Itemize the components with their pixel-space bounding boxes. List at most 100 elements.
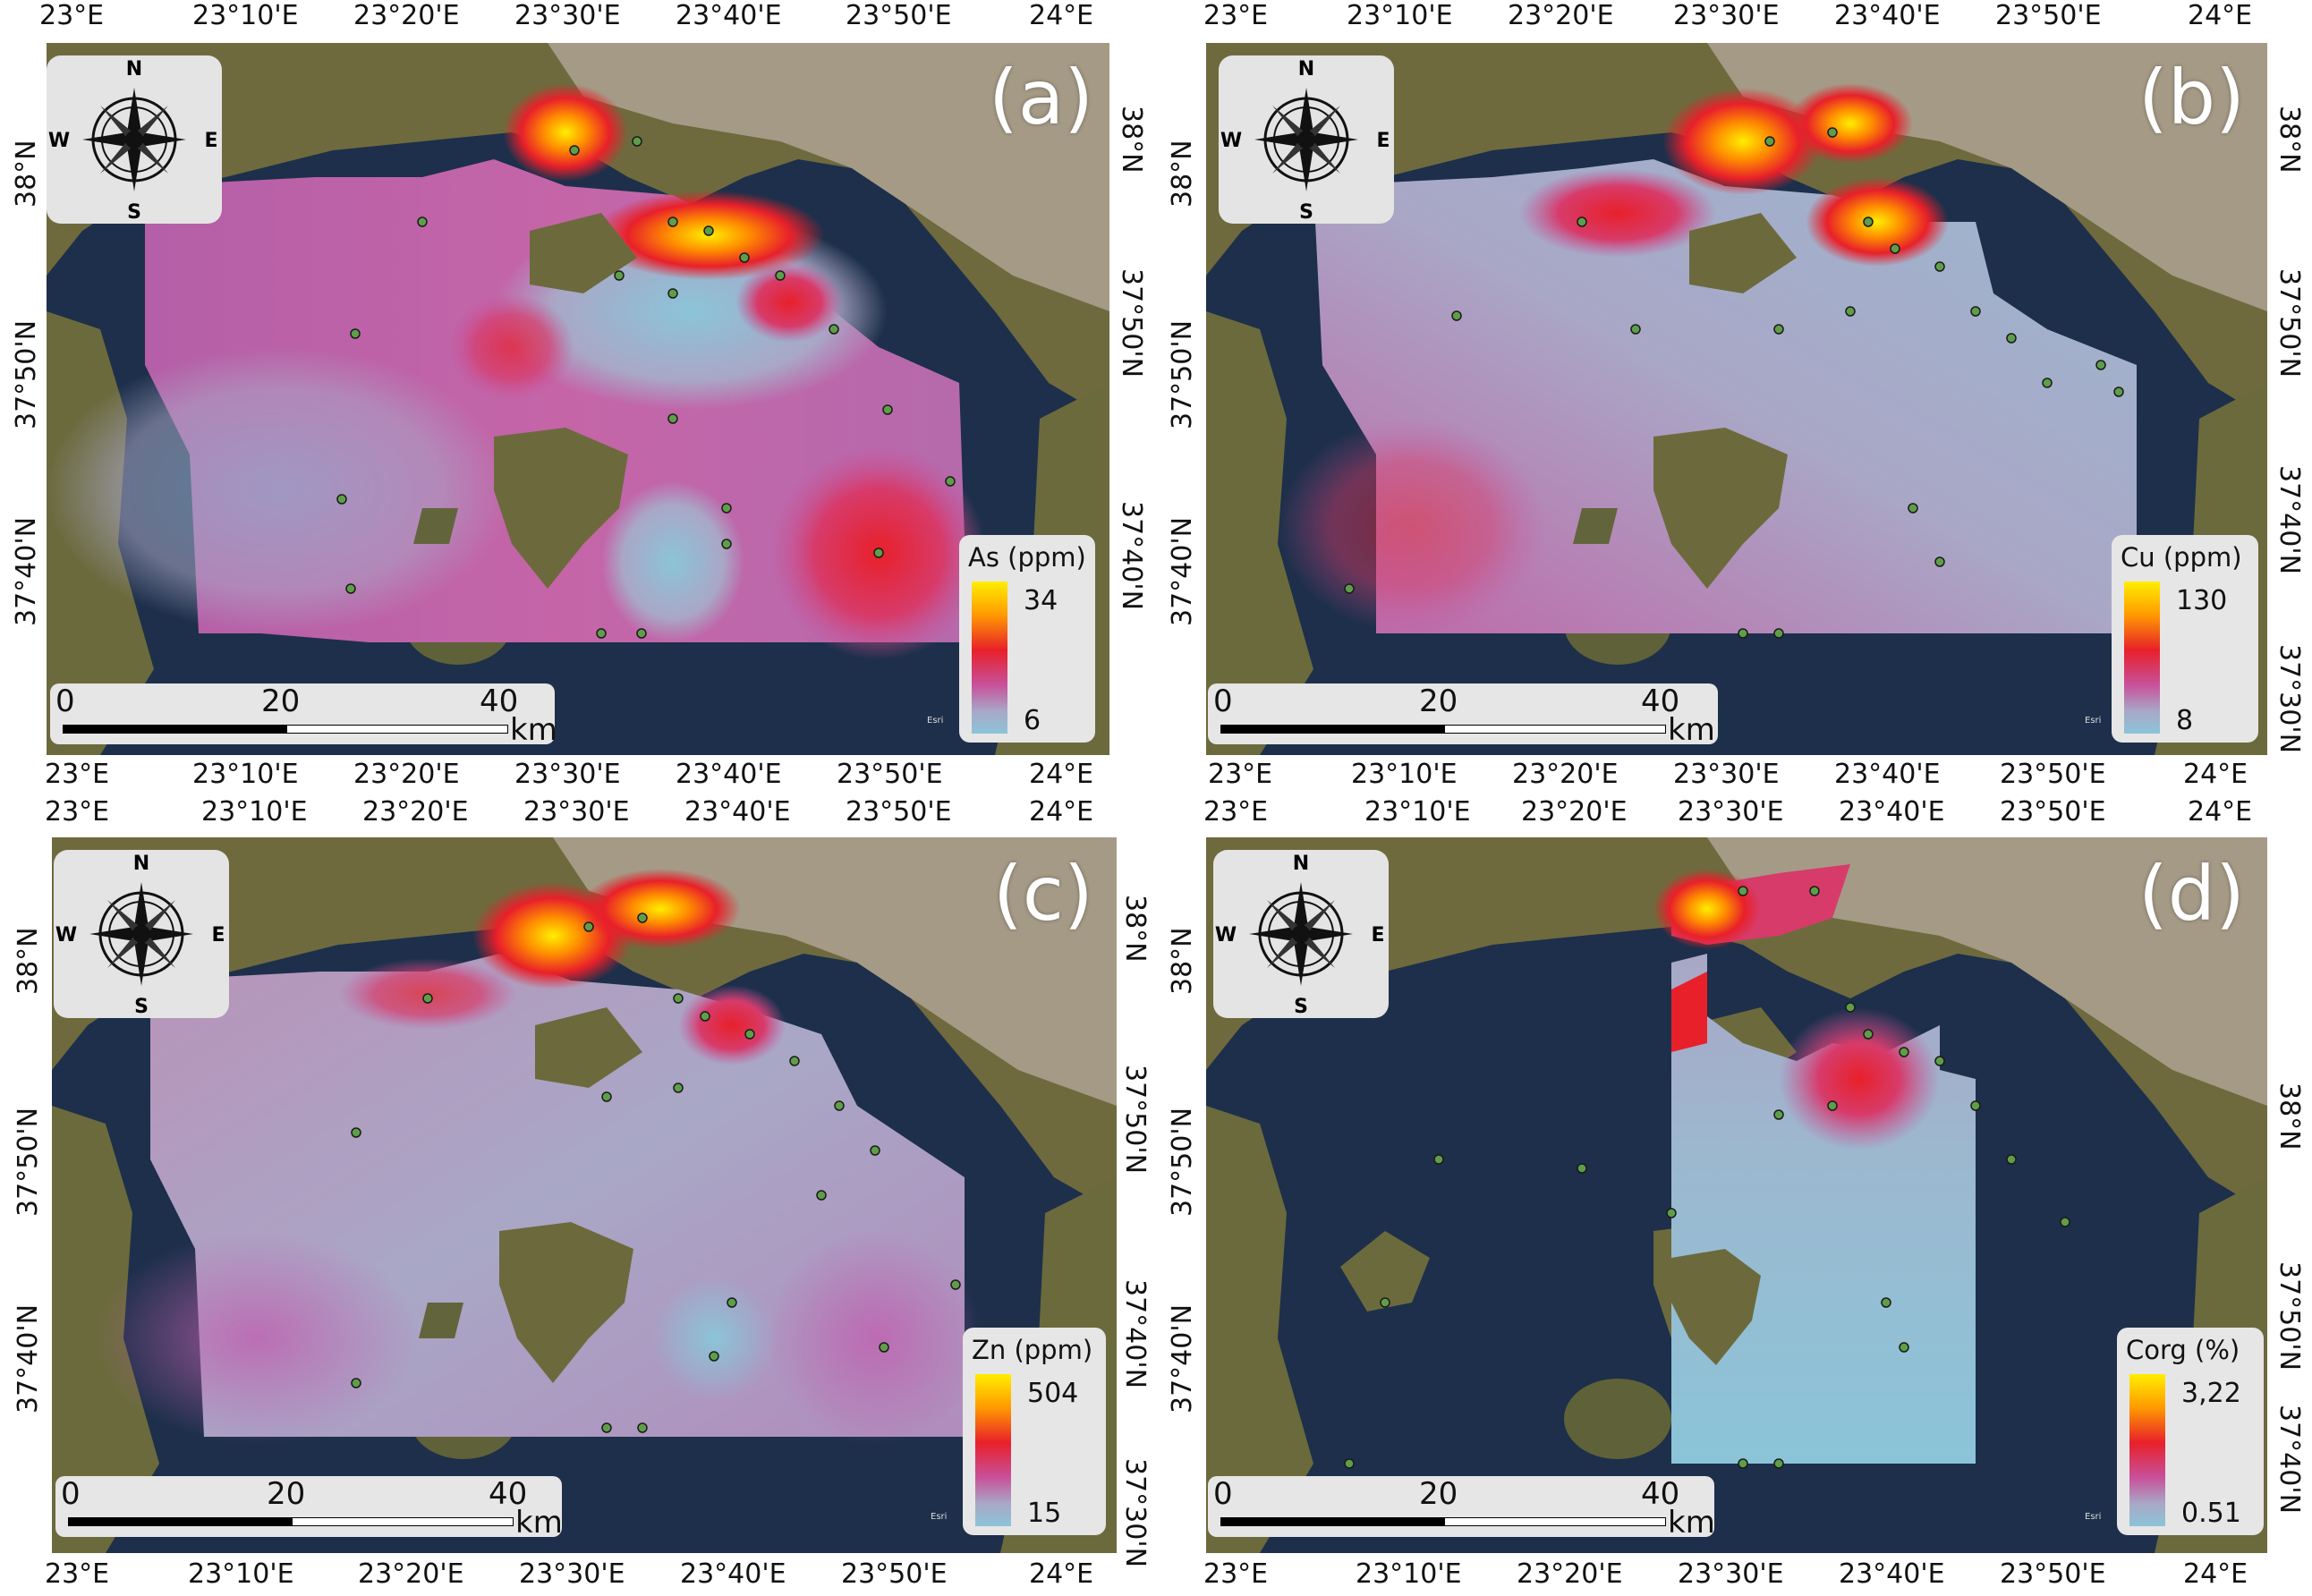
bottom-tick-c-3: 23°30'E <box>519 1558 625 1590</box>
top-tick-c-5: 23°50'E <box>846 796 952 828</box>
top-tick-c-6: 24°E <box>1029 796 1094 828</box>
map-panel-c: 23°E 23°10'E 23°20'E 23°30'E 23°40'E 23°… <box>0 796 1154 1596</box>
map-panel-a: 23°E 23°10'E 23°20'E 23°30'E 23°40'E 23°… <box>0 0 1147 790</box>
compass-s: S <box>134 996 149 1018</box>
bottom-tick-d-0: 23°E <box>1203 1558 1269 1590</box>
right-tick-d-1: 37°50'N <box>2274 1261 2305 1371</box>
panel-label-c: (c) <box>993 850 1093 938</box>
bottom-tick-a-3: 23°30'E <box>514 759 621 790</box>
compass-s: S <box>127 201 141 224</box>
top-tick-c-1: 23°10'E <box>201 796 308 828</box>
scale-label-b-2: 40 <box>1641 683 1680 719</box>
right-tick-c-2: 37°40'N <box>1119 1279 1151 1389</box>
scale-label-c-2: 40 <box>489 1476 528 1512</box>
left-tick-d-1: 37°50'N <box>1167 1107 1198 1217</box>
scale-bar-a: 0 20 40 km <box>50 683 557 748</box>
bottom-tick-c-5: 23°50'E <box>841 1558 948 1590</box>
right-tick-c-1: 37°50'N <box>1119 1065 1151 1175</box>
bottom-tick-b-1: 23°10'E <box>1351 759 1458 790</box>
scale-label-a-2: 40 <box>480 683 519 719</box>
bottom-tick-a-6: 24°E <box>1029 759 1094 790</box>
scale-bar-c: 0 20 40 km <box>55 1476 563 1541</box>
compass-c: N S W E <box>54 850 229 1018</box>
legend-max-a: 34 <box>1024 585 1058 616</box>
bottom-tick-b-5: 23°50'E <box>2000 759 2106 790</box>
top-tick-c-3: 23°30'E <box>523 796 630 828</box>
scale-unit-a: km <box>510 712 557 748</box>
compass-s: S <box>1294 996 1308 1018</box>
bottom-tick-a-2: 23°20'E <box>353 759 460 790</box>
top-tick-b-6: 24°E <box>2188 0 2253 31</box>
right-tick-d-2: 37°40'N <box>2274 1405 2305 1515</box>
left-tick-c-0: 38°N <box>13 927 44 995</box>
scale-label-c-0: 0 <box>61 1476 81 1512</box>
compass-e: E <box>204 130 217 152</box>
map-c <box>52 837 1117 1553</box>
panel-label-b: (b) <box>2138 54 2245 141</box>
bottom-tick-c-6: 24°E <box>1029 1558 1094 1590</box>
legend-max-b: 130 <box>2176 585 2228 616</box>
compass-n: N <box>1293 853 1309 875</box>
compass-rose-icon: N S W E <box>1220 58 1390 224</box>
map-a <box>47 43 1109 755</box>
top-tick-a-3: 23°30'E <box>514 0 621 31</box>
right-tick-c-0: 38°N <box>1119 895 1151 963</box>
legend-title-d: Corg (%) <box>2126 1335 2240 1365</box>
left-tick-a-2: 37°40'N <box>11 516 42 626</box>
compass-n: N <box>1298 58 1314 81</box>
top-tick-d-2: 23°20'E <box>1521 796 1628 828</box>
top-tick-d-1: 23°10'E <box>1364 796 1471 828</box>
bottom-tick-c-1: 23°10'E <box>188 1558 294 1590</box>
scale-unit-b: km <box>1668 712 1715 748</box>
scale-label-b-0: 0 <box>1213 683 1233 719</box>
legend-min-d: 0.51 <box>2181 1498 2241 1529</box>
legend-colorbar-c <box>975 1374 1011 1526</box>
legend-min-c: 15 <box>1027 1498 1062 1529</box>
legend-colorbar-d <box>2129 1374 2165 1526</box>
scale-unit-c: km <box>515 1505 563 1541</box>
compass-d: N S W E <box>1213 850 1389 1018</box>
bottom-tick-a-4: 23°40'E <box>676 759 782 790</box>
top-tick-c-4: 23°40'E <box>684 796 791 828</box>
scale-label-b-1: 20 <box>1419 683 1458 719</box>
scale-label-a-1: 20 <box>261 683 301 719</box>
credit-d: Esri <box>2085 1512 2102 1522</box>
legend-max-d: 3,22 <box>2181 1378 2241 1409</box>
map-panel-d: 23°E 23°10'E 23°20'E 23°30'E 23°40'E 23°… <box>1163 796 2312 1596</box>
bottom-tick-d-1: 23°10'E <box>1356 1558 1462 1590</box>
map-panel-b: 23°E 23°10'E 23°20'E 23°30'E 23°40'E 23°… <box>1163 0 2312 790</box>
top-tick-b-1: 23°10'E <box>1347 0 1453 31</box>
bottom-tick-a-5: 23°50'E <box>837 759 943 790</box>
bottom-tick-a-1: 23°10'E <box>192 759 299 790</box>
scale-label-c-1: 20 <box>267 1476 306 1512</box>
top-tick-d-4: 23°40'E <box>1839 796 1945 828</box>
top-tick-b-5: 23°50'E <box>1995 0 2102 31</box>
scale-label-d-0: 0 <box>1213 1476 1233 1512</box>
legend-a: As (ppm) 34 6 <box>959 535 1095 743</box>
top-tick-b-4: 23°40'E <box>1834 0 1941 31</box>
bottom-tick-b-0: 23°E <box>1208 759 1273 790</box>
legend-title-b: Cu (ppm) <box>2121 542 2242 573</box>
credit-c: Esri <box>931 1512 948 1522</box>
compass-n: N <box>133 853 149 875</box>
scale-label-d-2: 40 <box>1641 1476 1680 1512</box>
compass-e: E <box>1371 924 1384 947</box>
bottom-tick-c-2: 23°20'E <box>358 1558 464 1590</box>
top-tick-a-1: 23°10'E <box>192 0 299 31</box>
credit-b: Esri <box>2085 716 2102 726</box>
legend-title-c: Zn (ppm) <box>972 1335 1093 1365</box>
compass-rose-icon: N S W E <box>48 58 218 224</box>
right-tick-b-0: 38°N <box>2274 106 2305 174</box>
top-tick-b-2: 23°20'E <box>1508 0 1614 31</box>
compass-s: S <box>1299 201 1313 224</box>
scale-unit-d: km <box>1668 1505 1715 1541</box>
compass-b: N S W E <box>1219 55 1394 224</box>
right-tick-a-2: 37°40'N <box>1116 501 1147 611</box>
right-tick-b-1: 37°50'N <box>2274 268 2305 378</box>
legend-c: Zn (ppm) 504 15 <box>963 1328 1106 1535</box>
bottom-tick-d-5: 23°50'E <box>2000 1558 2106 1590</box>
legend-max-c: 504 <box>1027 1378 1079 1409</box>
compass-rose-icon: N S W E <box>55 853 225 1018</box>
left-tick-d-0: 38°N <box>1167 927 1198 995</box>
compass-w: W <box>1215 924 1237 947</box>
